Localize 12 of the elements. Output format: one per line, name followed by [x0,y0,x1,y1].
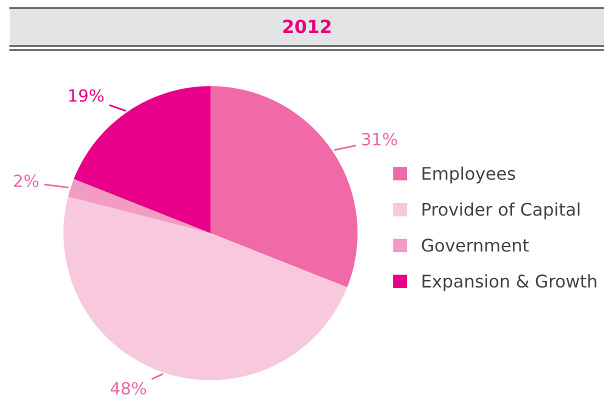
data-label: 2% [14,174,38,188]
legend-label: Expansion & Growth [422,274,596,292]
pie-slice [210,86,358,288]
legend-label: Government [422,238,529,252]
data-label: 48% [110,382,146,395]
data-label: 31% [362,132,398,146]
pie-slice [68,179,210,234]
legend-label: Employees [422,166,516,184]
pie-slice [63,196,348,380]
legend-label: Provider of Capital [422,202,580,220]
chart-title: 2012 [283,20,331,34]
data-label: 19% [69,89,104,102]
